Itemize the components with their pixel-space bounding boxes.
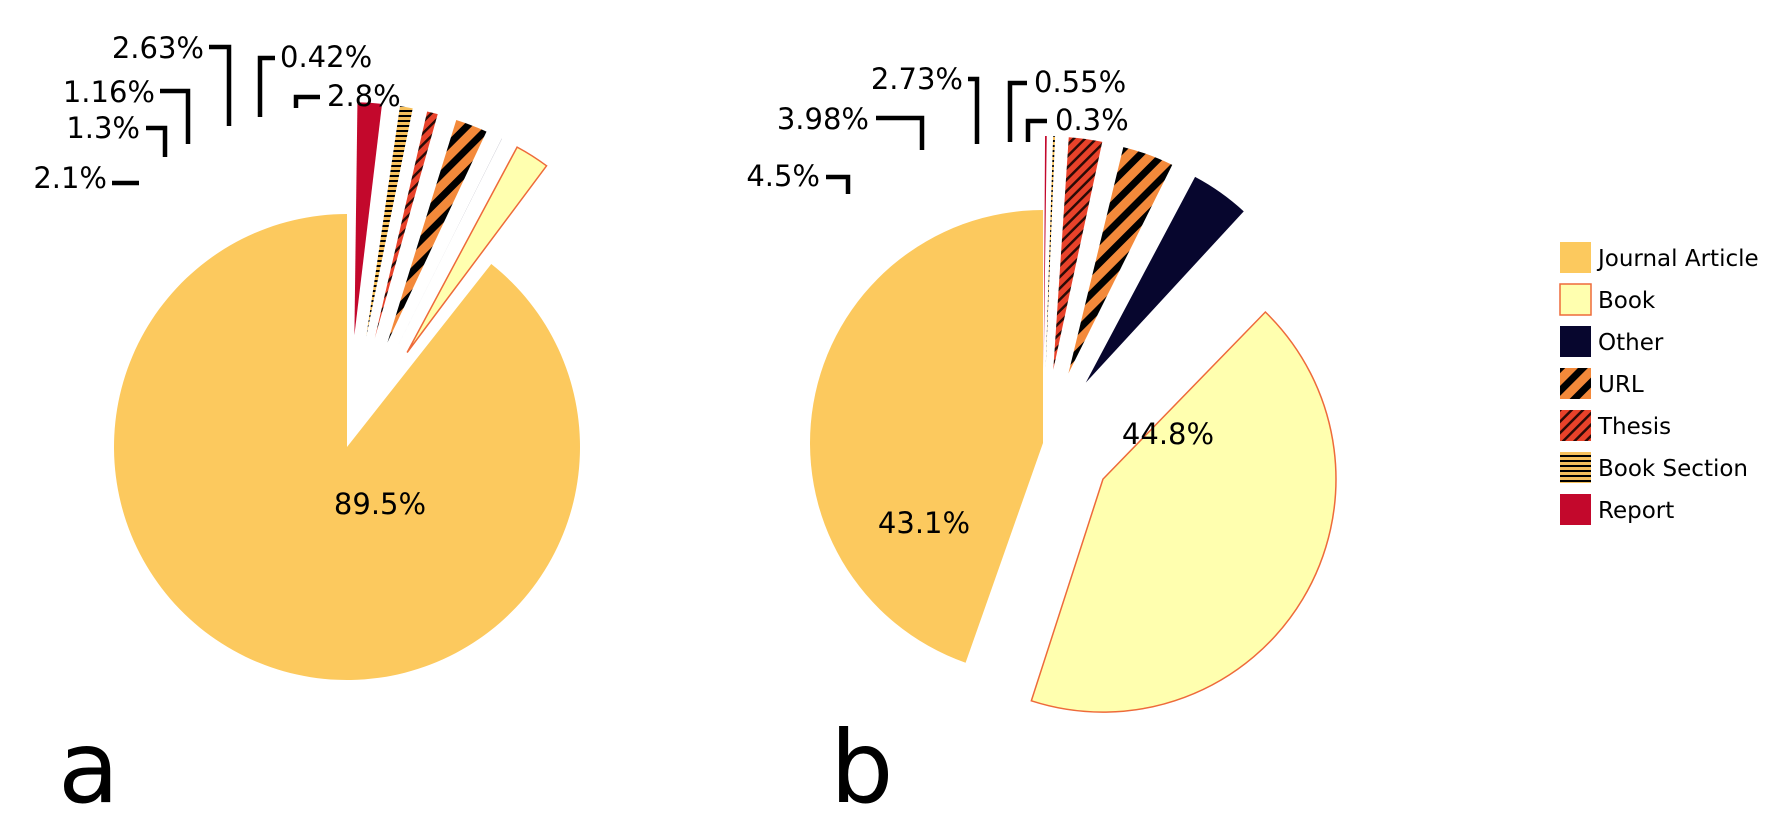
- legend: Journal Article Book Other URL Thesis Book Se…: [1559, 242, 1759, 525]
- slice-label-report: 2.1%: [33, 161, 107, 195]
- pie-slice-thesis: [374, 111, 438, 339]
- slice-label-book: 2.8%: [327, 79, 401, 113]
- leader-line-other: [826, 174, 851, 194]
- pie-slice-book-section: [366, 106, 413, 337]
- pie-slice-url: [387, 119, 487, 343]
- legend-label-book: Book: [1598, 288, 1656, 314]
- pie-chart-a: 89.5% 2.8% 0.42% 2.63% 1.16%1.3% 2.1%: [33, 31, 581, 680]
- slice-label-book: 43.1%: [878, 506, 970, 540]
- slice-label-journal-article: 44.8%: [1122, 417, 1214, 451]
- slice-label-book-section: 1.3%: [66, 111, 140, 145]
- legend-swatch-url: [1560, 368, 1591, 399]
- slice-label-report: 0.3%: [1055, 103, 1129, 137]
- slice-label-book-section: 0.55%: [1034, 65, 1126, 99]
- leader-line-thesis: [968, 76, 980, 144]
- leader-line-url: [876, 115, 925, 150]
- slice-label-journal-article: 89.5%: [334, 487, 426, 521]
- pie-slice-book-section: [1045, 136, 1056, 370]
- legend-label-url: URL: [1598, 372, 1644, 398]
- leader-line-book-section: [1007, 80, 1027, 142]
- legend-label-other: Other: [1598, 330, 1664, 356]
- legend-label-journal-article: Journal Article: [1596, 246, 1759, 272]
- pie-slice-report: [1043, 136, 1047, 370]
- legend-swatch-book: [1559, 283, 1592, 316]
- pie-slice-book: [1030, 310, 1337, 713]
- leader-line-book: [293, 94, 320, 108]
- pie-slice-journal-article: [114, 214, 581, 680]
- legend-label-thesis: Thesis: [1597, 414, 1671, 440]
- slice-label-url: 2.63%: [112, 31, 204, 65]
- slice-label-other: 4.5%: [746, 159, 820, 193]
- pie-slice-thesis: [1053, 137, 1103, 370]
- pie-chart-b: 44.8% 43.1% 4.5% 3.98%2.73% 0.55% 0.3%: [746, 62, 1337, 713]
- pie-slice-journal-article: [810, 210, 1043, 663]
- slice-label-thesis: 2.73%: [871, 62, 963, 96]
- panel-label-a: a: [58, 709, 119, 824]
- slice-label-url: 3.98%: [777, 102, 869, 136]
- pie-slice-other: [1085, 176, 1244, 383]
- legend-swatch-book-section: [1560, 452, 1591, 483]
- legend-swatch-journal-article: [1560, 242, 1591, 273]
- legend-label-report: Report: [1598, 498, 1674, 524]
- leader-line-book-section: [146, 125, 168, 157]
- legend-swatch-report: [1560, 494, 1591, 525]
- slice-label-thesis: 1.16%: [63, 75, 155, 109]
- legend-swatch-thesis: [1560, 410, 1591, 441]
- pie-slice-other: [397, 138, 502, 347]
- legend-label-book-section: Book Section: [1598, 456, 1748, 482]
- leader-line-url: [209, 44, 232, 126]
- leader-line-thesis: [160, 88, 191, 144]
- slice-label-other: 0.42%: [280, 40, 372, 74]
- leader-line-report: [1025, 118, 1047, 142]
- pie-slice-report: [354, 102, 383, 336]
- legend-swatch-other: [1560, 326, 1591, 357]
- pie-slice-book: [406, 146, 548, 353]
- pie-slice-url: [1068, 147, 1173, 374]
- panel-label-b: b: [830, 709, 893, 824]
- leader-line-other: [257, 55, 275, 117]
